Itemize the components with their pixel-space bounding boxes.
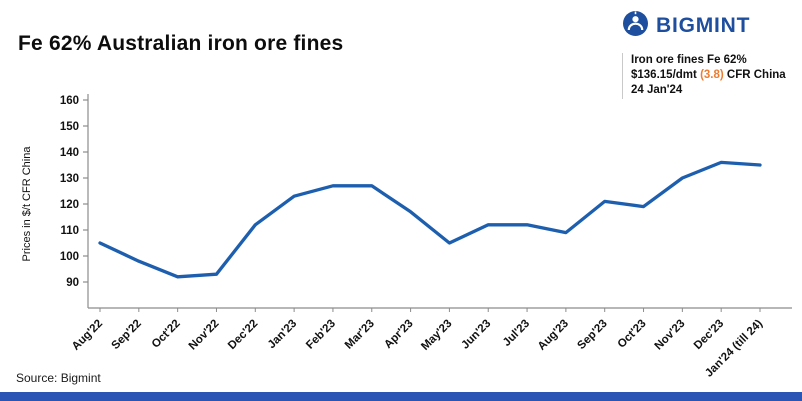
price-callout: Iron ore fines Fe 62% $136.15/dmt (3.8) …	[622, 53, 786, 99]
svg-text:Mar'23: Mar'23	[343, 318, 377, 352]
svg-text:Feb'23: Feb'23	[304, 318, 338, 352]
svg-text:Nov'23: Nov'23	[653, 318, 688, 353]
svg-text:Oct'22: Oct'22	[150, 318, 183, 351]
svg-text:110: 110	[60, 225, 79, 237]
svg-text:Prices in $/t CFR China: Prices in $/t CFR China	[21, 146, 33, 262]
page-title: Fe 62% Australian iron ore fines	[18, 32, 344, 55]
svg-text:130: 130	[60, 173, 79, 185]
bottom-accent-bar	[0, 392, 802, 401]
svg-text:160: 160	[60, 95, 79, 107]
svg-text:150: 150	[60, 121, 79, 133]
brand-name: BIGMINT	[656, 14, 751, 37]
svg-text:100: 100	[60, 251, 79, 263]
svg-text:May'23: May'23	[419, 318, 454, 353]
svg-text:Oct'23: Oct'23	[616, 318, 649, 351]
callout-suffix: CFR China	[726, 69, 786, 82]
svg-text:Dec'23: Dec'23	[692, 318, 726, 352]
svg-text:140: 140	[60, 147, 79, 159]
svg-text:Jun'23: Jun'23	[459, 318, 493, 352]
svg-text:Nov'22: Nov'22	[187, 318, 222, 353]
svg-text:Sep'23: Sep'23	[575, 318, 609, 352]
svg-text:90: 90	[66, 277, 79, 289]
svg-text:Jan'23: Jan'23	[266, 318, 299, 351]
svg-text:Dec'22: Dec'22	[226, 318, 260, 352]
svg-text:Aug'23: Aug'23	[536, 318, 571, 353]
source-note: Source: Bigmint	[16, 371, 101, 385]
callout-price: $136.15/dmt	[631, 69, 697, 82]
callout-price-line: $136.15/dmt (3.8) CFR China	[631, 68, 786, 83]
svg-text:120: 120	[60, 199, 79, 211]
callout-change: (3.8)	[700, 69, 724, 82]
callout-product: Iron ore fines Fe 62%	[631, 54, 747, 66]
svg-text:Jul'23: Jul'23	[501, 318, 532, 349]
brand-lockup: BIGMINT	[622, 10, 750, 42]
bigmint-logo-icon	[622, 10, 649, 42]
svg-text:Apr'23: Apr'23	[382, 318, 415, 351]
svg-text:Sep'22: Sep'22	[110, 318, 144, 352]
callout-date: 24 Jan'24	[631, 84, 683, 97]
svg-text:Aug'22: Aug'22	[70, 318, 105, 353]
